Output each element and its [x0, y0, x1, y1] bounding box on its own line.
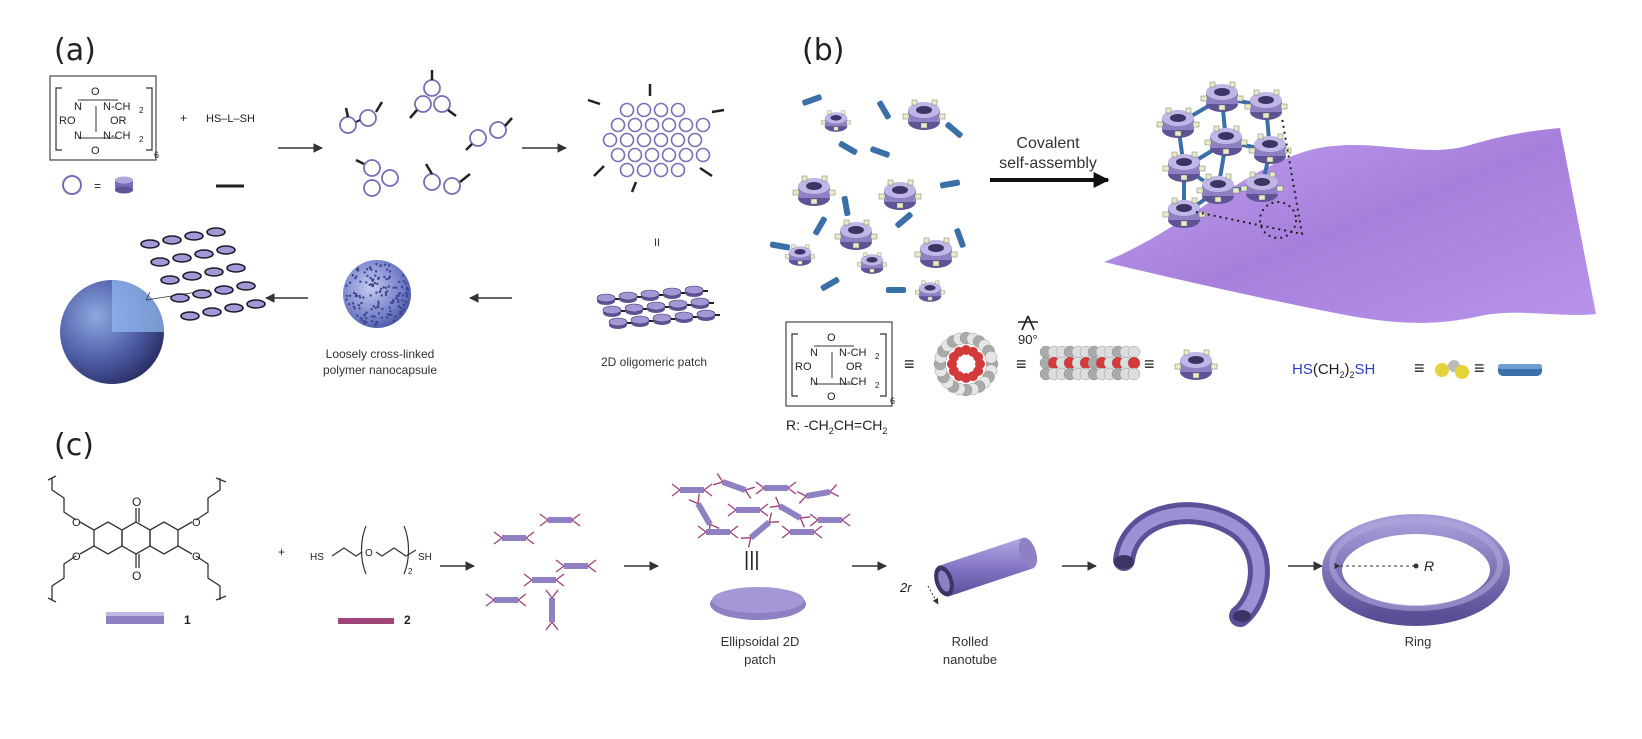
- capsule-cross-section: [60, 228, 265, 384]
- ellipsoidal-patch-top: [712, 587, 804, 613]
- dithiol-rod-icon: [1498, 364, 1542, 376]
- monomer-1-block-icon: [106, 612, 164, 624]
- compound-1-label: 1: [184, 613, 191, 627]
- b-chem-sub-1: 2: [875, 352, 880, 361]
- chem-n-2: N-CH: [103, 101, 131, 113]
- b-chem-n-1: N: [810, 347, 818, 359]
- caption-tube-line2: nanotube: [943, 652, 997, 667]
- b-chem-n-4: N-CH: [839, 376, 867, 388]
- ether-o-4: O: [192, 551, 201, 563]
- polymer-nanocapsule: [343, 260, 411, 328]
- b-chem-ro: RO: [795, 361, 812, 373]
- ether-o-3: O: [192, 517, 201, 529]
- panel-b: (b) Covalent self-assembly O N N-CH 2 RO…: [770, 33, 1596, 436]
- b-equiv-3: ≡: [1144, 354, 1155, 374]
- caption-capsule-line1: Loosely cross-linked: [326, 347, 435, 361]
- panel-c-letter: (c): [54, 428, 94, 463]
- tube-radius-label: 2r: [899, 580, 912, 595]
- panel-c: (c) O O O O O O 1 +: [48, 428, 1500, 667]
- caption-tube-line1: Rolled: [952, 634, 989, 649]
- thiol-sub-2: 2: [408, 567, 413, 576]
- caption-ring: Ring: [1405, 634, 1432, 649]
- panel-a-parallel: II: [654, 237, 660, 249]
- chem-sub-1: 2: [139, 106, 144, 115]
- tube-radius-marker: [928, 586, 938, 604]
- oligomeric-patch-2d: [597, 286, 720, 329]
- macrocycle-circle-icon: [63, 176, 81, 194]
- r-group-label: R: -CH2CH=CH2: [786, 417, 887, 436]
- chem-o-bottom: O: [91, 145, 100, 157]
- thiol-o: O: [365, 548, 373, 559]
- dithiol-space-filling: [1435, 360, 1469, 379]
- space-filling-top-view: [934, 332, 998, 396]
- b-chem-n-2: N-CH: [839, 347, 867, 359]
- ether-o-1: O: [72, 517, 81, 529]
- panel-c-plus: +: [278, 545, 285, 559]
- patch-network: [672, 474, 850, 548]
- chem-n-4: N-CH: [103, 130, 131, 142]
- carbonyl-o-bottom: O: [132, 569, 141, 583]
- arrow-label-line2: self-assembly: [999, 155, 1097, 172]
- chem-n-1: N: [74, 101, 82, 113]
- dithiol-formula: HS(CH2)2SH: [1292, 361, 1375, 380]
- rolled-nanotube: [930, 535, 1040, 599]
- monomer-linker-mixture: [770, 94, 967, 302]
- oligomer-network: [588, 84, 724, 192]
- b-chem-o-top: O: [827, 332, 836, 344]
- chem-or: OR: [110, 115, 127, 127]
- b-chem-o-bottom: O: [827, 391, 836, 403]
- panel-a-equiv: =: [94, 179, 101, 193]
- ring-center-dot: [1414, 564, 1419, 569]
- panel-a-letter: (a): [54, 33, 96, 68]
- rotation-icon: [1018, 316, 1038, 330]
- panel-a-reagent: HS–L–SH: [206, 113, 255, 125]
- oligomer-h-units: [486, 514, 596, 630]
- linker-2-bar-icon: [338, 618, 394, 624]
- space-filling-side-view: [1040, 346, 1140, 380]
- rotation-label: 90°: [1018, 332, 1038, 347]
- thiol-hs: HS: [310, 552, 324, 563]
- b-chem-n-3: N: [810, 376, 818, 388]
- oligomer-fragments: [340, 70, 512, 196]
- macrocycle-cylinder-icon: [115, 177, 133, 194]
- b-chem-sub-2: 2: [875, 381, 880, 390]
- compound-2-label: 2: [404, 613, 411, 627]
- caption-ellipsoidal-line1: Ellipsoidal 2D: [721, 634, 800, 649]
- curving-tube: [1114, 513, 1259, 622]
- caption-ellipsoidal-line2: patch: [744, 652, 776, 667]
- chem-o-top: O: [91, 86, 100, 98]
- panel-a-cb6-structure: O N N-CH 2 RO OR N N-CH 2 O 6: [50, 76, 159, 160]
- b-chem-sub-6: 6: [890, 396, 895, 406]
- chem-n-3: N: [74, 130, 82, 142]
- ring-radius-label: R: [1424, 558, 1434, 574]
- panel-a: (a) O N N-CH 2 RO OR N N-CH 2 O 6 + HS–L…: [50, 33, 724, 384]
- ether-o-2: O: [72, 551, 81, 563]
- panel-b-letter: (b): [802, 33, 844, 68]
- caption-capsule-line2: polymer nanocapsule: [323, 363, 437, 377]
- b-equiv-5: ≡: [1474, 358, 1485, 378]
- arrow-label-line1: Covalent: [1016, 135, 1080, 152]
- b-chem-or: OR: [846, 361, 863, 373]
- chem-ro: RO: [59, 115, 76, 127]
- panel-b-cb6-structure: O N N-CH 2 RO OR N N-CH 2 O 6: [786, 322, 895, 406]
- b-equiv-2: ≡: [1016, 354, 1027, 374]
- triple-bar-sign: |||: [744, 549, 760, 571]
- thiol-sh: SH: [418, 552, 432, 563]
- panel-a-plus: +: [180, 111, 187, 125]
- linker-2-structure: [332, 526, 416, 574]
- caption-2d-patch: 2D oligomeric patch: [601, 355, 707, 369]
- b-equiv-4: ≡: [1414, 358, 1425, 378]
- b-equiv-1: ≡: [904, 354, 915, 374]
- carbonyl-o-top: O: [132, 495, 141, 509]
- cb6-cylinder-icon: [1175, 350, 1217, 380]
- chem-sub-6: 6: [154, 150, 159, 160]
- chem-sub-2: 2: [139, 135, 144, 144]
